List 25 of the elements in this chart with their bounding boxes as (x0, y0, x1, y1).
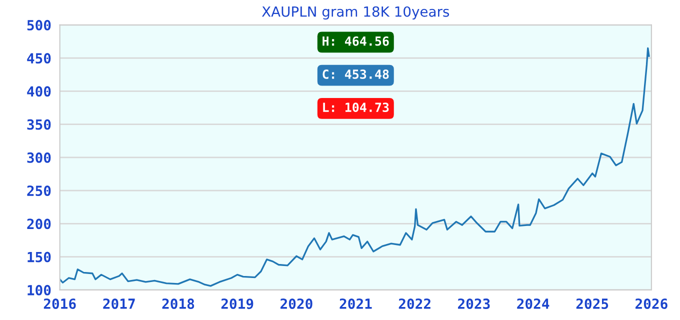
x-tick-label: 2016 (44, 298, 76, 310)
y-tick-label: 100 (28, 284, 51, 296)
y-tick-label: 300 (27, 152, 51, 163)
annotation: H: 464.56 (322, 36, 389, 46)
line-series (60, 47, 650, 287)
annotation: L: 104.73 (323, 102, 389, 112)
y-tick-label: 150 (28, 252, 51, 262)
x-tick-label: 2022 (398, 298, 430, 310)
x-tick-label: 2025 (576, 298, 608, 310)
y-tick-label: 500 (27, 20, 51, 30)
annotation: C: 453.48 (322, 69, 389, 79)
x-tick-label: 2017 (103, 298, 135, 310)
y-tick-label: 400 (27, 86, 51, 97)
x-tick-label: 2024 (517, 298, 550, 310)
y-tick-label: 200 (27, 218, 51, 230)
y-tick-label: 250 (27, 186, 51, 196)
x-tick-label: 2026 (635, 298, 668, 310)
y-tick-label: 450 (27, 53, 51, 64)
x-tick-label: 2020 (280, 298, 312, 310)
y-tick-label: 350 (27, 119, 51, 130)
chart-title: XAUPLN gram 18K 10years (262, 6, 450, 20)
x-tick-label: 2023 (458, 298, 490, 310)
x-tick-label: 2019 (221, 298, 254, 310)
x-tick-label: 2018 (162, 298, 194, 310)
x-tick-label: 2021 (340, 298, 372, 310)
